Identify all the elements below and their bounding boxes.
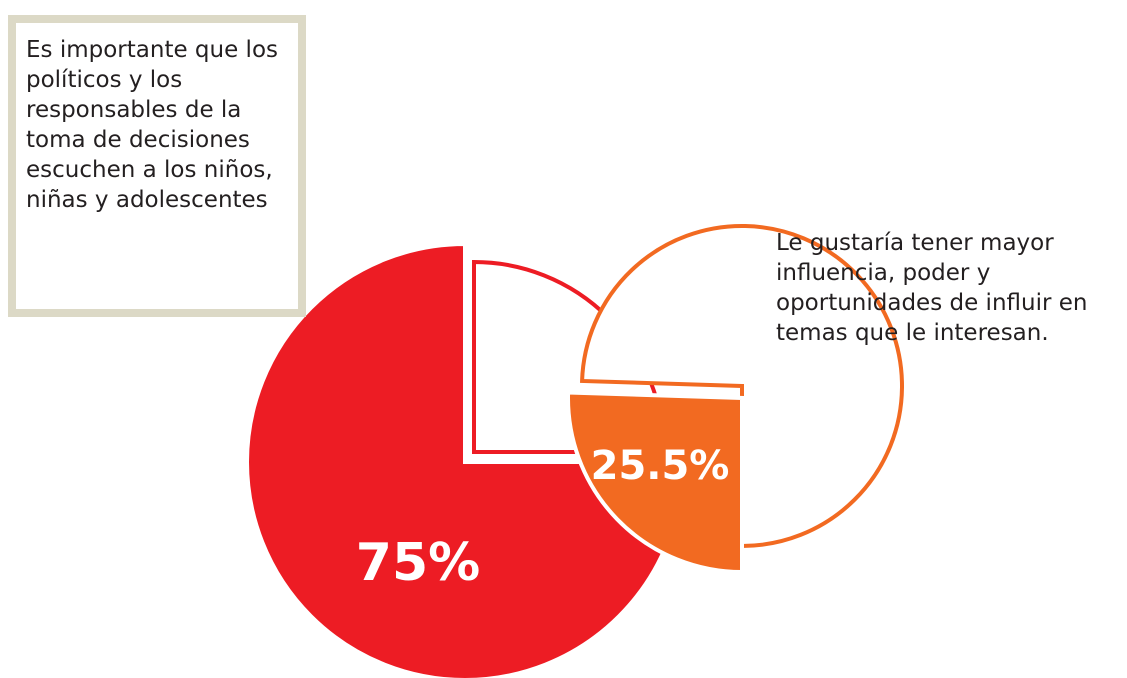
value-label: 25.5% (591, 443, 730, 489)
pie-slice (566, 390, 744, 575)
value-label: 75% (356, 533, 480, 593)
remainder-outline (580, 224, 904, 549)
pie-slice (245, 241, 686, 678)
annotation: Le gustaría tener mayor influencia, pode… (776, 230, 1088, 346)
annotation-box: Es importante que los políticos y los re… (8, 15, 306, 317)
